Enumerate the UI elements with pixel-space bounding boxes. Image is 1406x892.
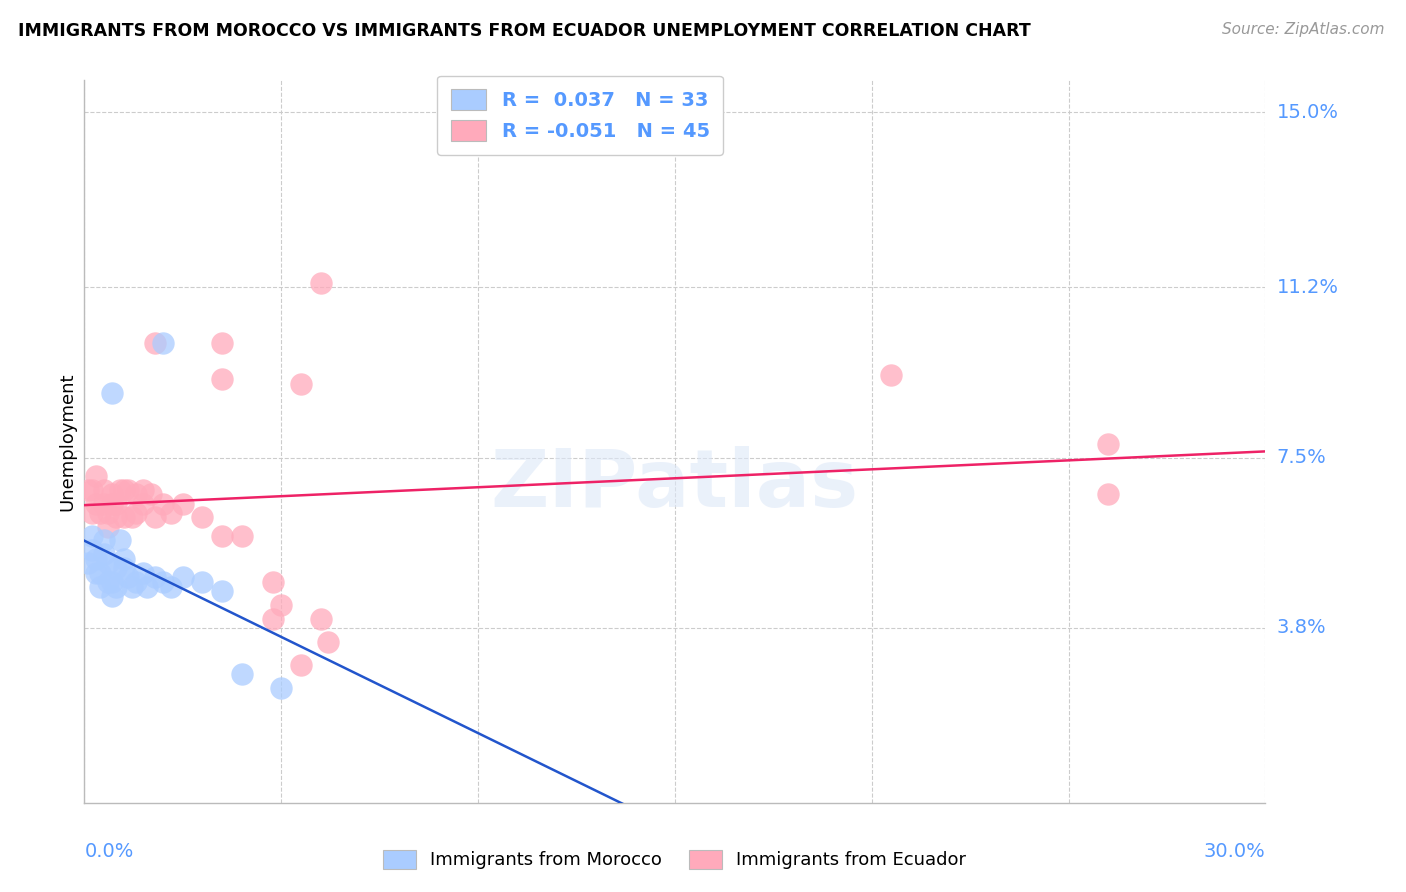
Legend: R =  0.037   N = 33, R = -0.051   N = 45: R = 0.037 N = 33, R = -0.051 N = 45 [437,76,723,155]
Point [82,542,104,557]
Point [132,497,155,511]
Point [880,368,903,382]
Point [117,483,139,497]
Point [84,552,107,566]
Point [318,634,340,648]
Point [290,657,312,672]
Point [143,570,166,584]
Point [101,487,124,501]
Point [172,570,194,584]
Point [191,510,214,524]
Text: Source: ZipAtlas.com: Source: ZipAtlas.com [1222,22,1385,37]
Point [211,372,233,386]
Point [89,566,111,580]
Point [77,483,100,497]
Point [82,506,104,520]
Point [97,574,120,589]
Point [93,483,115,497]
Point [1097,437,1119,451]
Point [211,335,233,350]
Point [97,519,120,533]
Point [121,580,143,594]
Point [82,483,104,497]
Point [97,506,120,520]
Point [112,483,135,497]
Text: 30.0%: 30.0% [1204,842,1265,861]
Point [290,377,312,392]
Point [104,561,127,575]
Point [191,574,214,589]
Point [160,506,183,520]
Point [152,335,174,350]
Legend: Immigrants from Morocco, Immigrants from Ecuador: Immigrants from Morocco, Immigrants from… [374,841,976,879]
Y-axis label: Unemployment: Unemployment [58,372,76,511]
Text: 15.0%: 15.0% [1277,103,1339,122]
Point [93,547,115,561]
Point [211,529,233,543]
Point [104,497,127,511]
Point [84,469,107,483]
Point [309,276,332,290]
Point [84,566,107,580]
Point [172,497,194,511]
Point [104,580,127,594]
Point [262,574,284,589]
Point [152,574,174,589]
Point [124,506,146,520]
Point [112,561,135,575]
Text: 7.5%: 7.5% [1277,448,1326,467]
Point [89,506,111,520]
Point [117,570,139,584]
Text: 11.2%: 11.2% [1277,278,1339,297]
Point [160,580,183,594]
Point [112,510,135,524]
Point [270,598,292,612]
Point [112,552,135,566]
Point [231,667,253,681]
Point [93,533,115,548]
Point [89,580,111,594]
Point [108,533,131,548]
Point [124,574,146,589]
Text: IMMIGRANTS FROM MOROCCO VS IMMIGRANTS FROM ECUADOR UNEMPLOYMENT CORRELATION CHAR: IMMIGRANTS FROM MOROCCO VS IMMIGRANTS FR… [18,22,1031,40]
Point [101,574,124,589]
Text: 0.0%: 0.0% [84,842,134,861]
Point [121,510,143,524]
Point [270,681,292,695]
Point [309,612,332,626]
Point [84,497,107,511]
Point [231,529,253,543]
Point [1097,487,1119,501]
Point [143,335,166,350]
Point [132,566,155,580]
Point [101,497,124,511]
Point [141,487,163,501]
Point [97,557,120,571]
Point [152,497,174,511]
Point [262,612,284,626]
Point [104,510,127,524]
Point [82,529,104,543]
Text: 3.8%: 3.8% [1277,618,1326,638]
Text: ZIPatlas: ZIPatlas [491,446,859,524]
Point [136,580,159,594]
Point [77,557,100,571]
Point [211,584,233,599]
Point [93,497,115,511]
Point [101,589,124,603]
Point [108,483,131,497]
Point [143,510,166,524]
Point [132,483,155,497]
Point [101,386,124,401]
Point [124,487,146,501]
